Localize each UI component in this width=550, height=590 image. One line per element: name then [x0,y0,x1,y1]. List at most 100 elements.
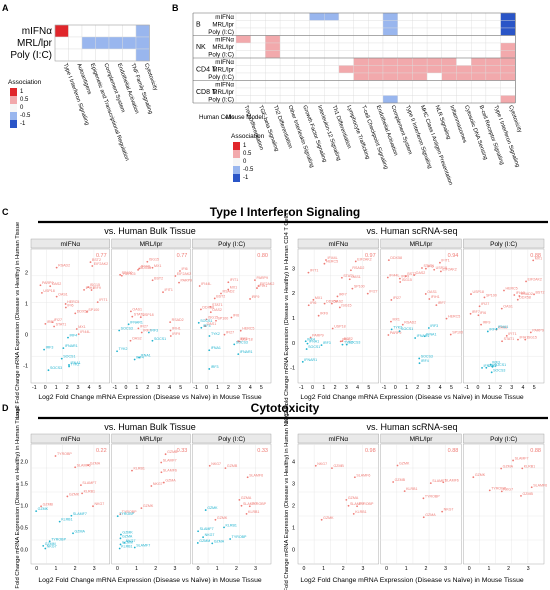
panel-c-sc-gene-label: DDX58 [519,296,531,300]
panel-d-bulk-point-red [245,512,248,515]
panel-c-sc-point-red [513,294,516,296]
panel-b-cell [279,12,295,21]
panel-c-sc-gene-label: MX1 [392,318,399,322]
panel-b-row-label: mIFNα [215,14,234,21]
panel-d-sc-r-value: 0.98 [365,448,376,454]
panel-d-bulk-gene-label: GZMK [38,507,49,511]
panel-c-sc-point-red [433,268,436,271]
panel-d-sc-xtick: 2 [424,566,427,572]
panel-d-bulk-point-red [140,507,143,510]
panel-c-sc-panel [380,248,462,384]
panel-d-bulk-point-red [92,505,94,508]
panel-c-bulk-gene-label: IRF7 [47,320,55,324]
panel-c-bulk-point-red [137,268,139,271]
panel-b-cell [338,72,354,81]
panel-a-cell [108,48,123,62]
panel-b-cell [235,57,251,66]
panel-b-cell [456,57,472,66]
panel-c-sc-point-red [518,295,521,297]
panel-d-bulk-ytick: 1.5 [20,481,28,487]
panel-c-sc-point-red [309,336,312,339]
panel-d-bulk-point-red [164,453,167,456]
panel-d-bulk-gene-label: NKG7 [126,539,136,543]
panel-c-sc-strip [463,238,545,249]
panel-d-sc-panel [380,443,462,565]
panel-b-cell [324,80,340,89]
panel-c-bulk-point-red [169,329,172,332]
panel-b-cell [412,42,428,51]
panel-d-bulk-ytick: 1.0 [20,503,28,509]
panel-c-sc-point-red [500,307,503,310]
panel-c-bulk-xtick: 0 [205,385,208,391]
panel-c-bulk-facet-label: mIFNα [61,241,81,248]
panel-d-bulk-gene-label: GZMM [199,539,210,543]
panel-b-cell [309,65,325,74]
panel-c-bulk-point-red [130,310,132,313]
panel-b-cell [441,20,457,29]
panel-b-cell [412,50,428,59]
panel-c-bulk-gene-label: IFI6 [233,314,239,318]
panel-d-sc-xtick: 3 [444,566,447,572]
panel-b-cell [485,80,501,89]
panel-c-bulk-point-red [119,273,122,276]
panel-c-bulk-gene-label: OAS1 [58,293,68,297]
panel-c-bulk-gene-label: DDX58 [77,309,89,313]
panel-b-cell [324,65,340,74]
panel-d-sc-point-red [488,489,491,492]
panel-c-sc-gene-label: IFIT1 [310,269,318,273]
panel-b-cell [471,95,487,104]
panel-d-bulk-gene-label: SLAMF6 [249,473,263,477]
panel-c-bulk-gene-label: BST2 [154,276,163,280]
panel-c-bulk-point-red [209,311,212,314]
panel-c-bulk-ytick: 1 [25,302,28,308]
panel-b-cell [500,72,516,81]
panel-c-bulk-gene-label: OAS2 [212,308,222,312]
panel-d-sc-point-red [422,516,425,519]
panel-c-bulk-gene-label: TYK2 [71,362,80,366]
panel-b-cell [500,50,516,59]
panel-c-sc-gene-label: IFIH1 [519,336,528,340]
panel-b-cell [500,80,516,89]
panel-b-cell [309,42,325,51]
panel-b-cell [456,20,472,29]
panel-b-cell [500,65,516,74]
panel-a-cell [54,36,69,50]
panel-d-sc-gene-label: GZMA [503,465,514,469]
panel-b-cell [412,12,428,21]
panel-c-sc-gene-label: SP100 [354,285,365,289]
panel-b-cell [279,95,295,104]
panel-a-cell [108,36,123,50]
panel-c-sc-point-red [533,293,535,296]
panel-c-bulk-gene-label: IFI6 [67,304,73,308]
panel-c-sc-gene-label: IRF3 [430,324,438,328]
panel-b-cell [456,80,472,89]
panel-c-bulk-point-red [51,321,54,323]
panel-c-sc-xtick: 5 [367,385,370,391]
panel-c-sc-gene-label: IFNA1 [426,332,436,336]
panel-c-sc-xtick: 0 [476,385,479,391]
panel-d-bulk-gene-label: KLRB1 [133,467,144,471]
panel-c-sc-point-red [307,271,310,274]
panel-b-cell [294,72,310,81]
panel-d-bulk-gene-label: GZMA [214,539,225,543]
panel-c-sc-gene-label: IFIH1 [342,337,351,341]
panel-b-cell [397,95,413,104]
panel-c-bulk-point-red [215,319,217,322]
panel-c-bulk-gene-label: IRF4 [136,356,144,360]
panel-c-sc-point-cyan [481,366,483,369]
panel-b-legend-tick: 1 [243,143,247,149]
panel-c-sc-gene-label: SOCS1 [401,327,413,331]
panel-c-sc-xtick: 0 [311,385,314,391]
panel-d-bulk-point-red [238,498,241,501]
panel-d-sc-xtick: 2 [342,566,345,572]
panel-d-sc-point-red [520,494,522,497]
panel-c-bulk-gene-label: BST2 [92,258,101,262]
panel-b-cell [279,87,295,96]
panel-c-bulk-gene-label: EIF2AK2 [94,262,108,266]
panel-c-bulk-gene-label: SOCS1 [154,337,166,341]
panel-b-cell [397,42,413,51]
panel-b-letter: B [172,3,179,13]
panel-b-cell [382,72,398,81]
panel-c-bulk-strip [192,238,272,249]
panel-d-ylabel-right: Log2 Fold Change mRNA Expression (Diseas… [284,404,290,590]
